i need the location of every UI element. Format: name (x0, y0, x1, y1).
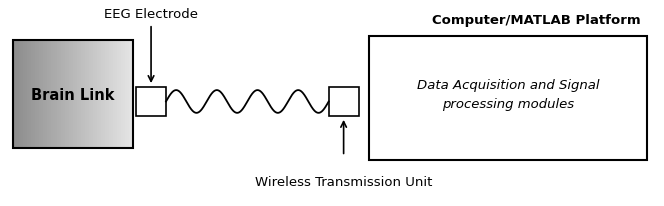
Bar (109, 41, 111, 148)
Bar (111, 41, 113, 148)
Bar (117, 41, 120, 148)
Bar (37, 41, 40, 148)
Bar (113, 41, 116, 148)
Bar (51, 41, 54, 148)
Bar (39, 41, 41, 148)
Bar (329, 88, 359, 116)
Bar (123, 41, 125, 148)
Bar (23, 41, 26, 148)
Bar (89, 41, 91, 148)
Bar (369, 37, 647, 161)
Bar (41, 41, 44, 148)
Bar (115, 41, 117, 148)
Bar (73, 41, 76, 148)
Bar (33, 41, 36, 148)
Bar (59, 41, 62, 148)
Bar (17, 41, 20, 148)
Bar (127, 41, 129, 148)
Bar (21, 41, 24, 148)
Bar (136, 88, 166, 116)
Bar (83, 41, 85, 148)
Bar (99, 41, 101, 148)
Text: Computer/MATLAB Platform: Computer/MATLAB Platform (432, 14, 641, 27)
Bar (53, 41, 56, 148)
Bar (107, 41, 109, 148)
Bar (27, 41, 29, 148)
Bar (119, 41, 121, 148)
Bar (25, 41, 28, 148)
Text: Wireless Transmission Unit: Wireless Transmission Unit (255, 175, 432, 188)
Bar (91, 41, 93, 148)
Bar (121, 41, 124, 148)
Bar (81, 41, 84, 148)
Bar (49, 41, 52, 148)
Bar (101, 41, 103, 148)
Bar (105, 41, 108, 148)
Bar (61, 41, 64, 148)
Bar (63, 41, 65, 148)
Bar (79, 41, 82, 148)
Text: Brain Link: Brain Link (31, 87, 115, 102)
Bar (13, 41, 16, 148)
Bar (31, 41, 34, 148)
Bar (47, 41, 50, 148)
Bar (97, 41, 100, 148)
Bar (43, 41, 46, 148)
Bar (93, 41, 96, 148)
Bar (67, 41, 70, 148)
Bar (95, 41, 97, 148)
Bar (75, 41, 77, 148)
Bar (87, 41, 89, 148)
Bar (129, 41, 131, 148)
Bar (131, 41, 133, 148)
Bar (125, 41, 127, 148)
Bar (19, 41, 21, 148)
Bar (45, 41, 48, 148)
Bar (85, 41, 88, 148)
Bar (57, 41, 60, 148)
Text: Data Acquisition and Signal
processing modules: Data Acquisition and Signal processing m… (417, 79, 599, 111)
Bar (13, 41, 133, 148)
Bar (55, 41, 58, 148)
Text: EEG Electrode: EEG Electrode (104, 8, 198, 21)
Bar (29, 41, 32, 148)
Bar (15, 41, 18, 148)
Bar (103, 41, 105, 148)
Bar (65, 41, 68, 148)
Bar (35, 41, 37, 148)
Bar (77, 41, 80, 148)
Bar (69, 41, 72, 148)
Bar (71, 41, 73, 148)
